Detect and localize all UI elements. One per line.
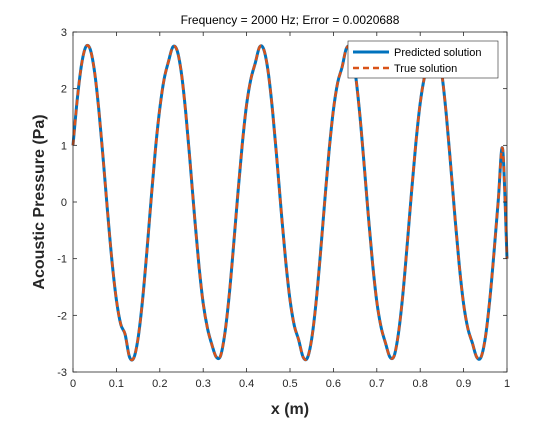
legend-label-true-solution: True solution [394,63,457,75]
x-tick-label: 1 [504,378,510,390]
x-tick-label: 0.3 [196,378,211,390]
legend-label-predicted-solution: Predicted solution [394,47,481,59]
y-axis-label: Acoustic Pressure (Pa) [31,114,48,289]
y-tick-label: 1 [61,140,67,152]
x-tick-label: 0.1 [109,378,124,390]
y-tick-label: -2 [57,310,67,322]
y-tick-label: 3 [61,27,67,39]
x-axis-label: x (m) [271,401,309,418]
x-tick-label: 0.5 [282,378,297,390]
y-tick-label: 2 [61,84,67,96]
legend: Predicted solution True solution [347,40,499,79]
x-tick-label: 0 [70,378,76,390]
x-tick-label: 0.4 [239,378,254,390]
x-axis-ticks: 0 0.1 0.2 0.3 0.4 0.5 0.6 0.7 0.8 0.9 1 [70,32,510,390]
y-axis-ticks: -3 -2 -1 0 1 2 3 [57,27,507,379]
y-tick-label: -3 [57,367,67,379]
legend-box [347,40,499,79]
y-tick-label: -1 [57,254,67,266]
chart-title: Frequency = 2000 Hz; Error = 0.0020688 [181,13,400,27]
x-tick-label: 0.7 [369,378,384,390]
plot-area [73,32,507,372]
x-tick-label: 0.6 [326,378,341,390]
x-tick-label: 0.9 [456,378,471,390]
x-tick-label: 0.8 [413,378,428,390]
x-tick-label: 0.2 [152,378,167,390]
y-tick-label: 0 [61,197,67,209]
